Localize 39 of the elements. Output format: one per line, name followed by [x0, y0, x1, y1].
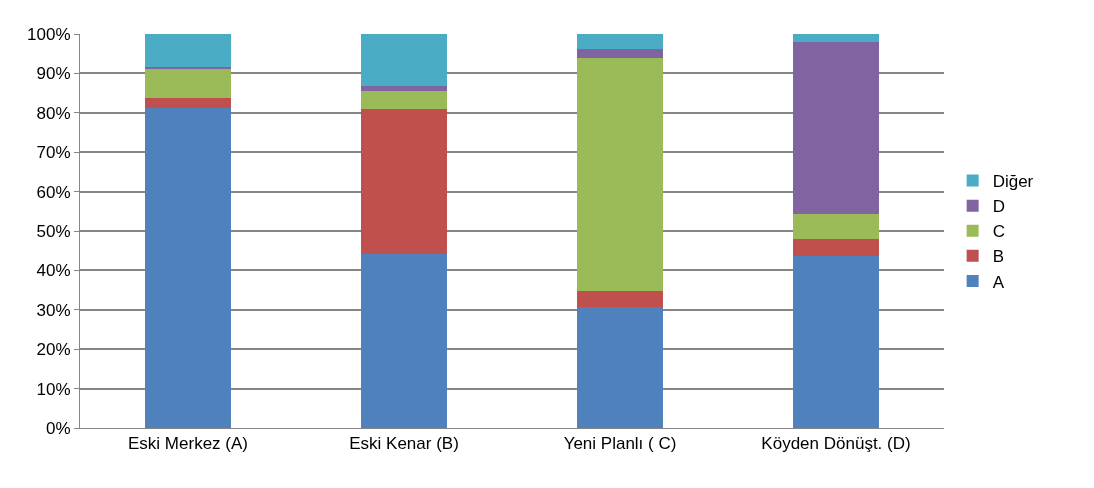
bar — [792, 238, 880, 257]
y-tick-label: 100% — [27, 24, 71, 44]
bar — [360, 34, 448, 86]
x-tick-label: Eski Kenar (B) — [349, 434, 459, 454]
y-tick-label: 20% — [36, 340, 71, 360]
bar — [576, 291, 664, 308]
bar — [576, 307, 664, 428]
y-tick-label: 10% — [36, 379, 71, 399]
legend-label: Diğer — [992, 172, 1034, 192]
y-tick-label: 90% — [36, 64, 71, 84]
x-tick-label: Köyden Dönüşt. (D) — [761, 434, 911, 454]
bar — [360, 91, 448, 109]
y-tick-label: 60% — [36, 182, 71, 202]
y-tick-label: 50% — [36, 221, 71, 241]
bar — [360, 254, 448, 428]
bar — [792, 41, 880, 215]
bar — [144, 97, 232, 109]
legend-label: C — [992, 222, 1005, 242]
y-tick-label: 80% — [36, 103, 71, 123]
legend-label: A — [992, 272, 1005, 292]
legend-label: D — [992, 197, 1005, 217]
bar — [144, 69, 232, 98]
x-tick-label: Yeni Planlı ( C) — [563, 434, 677, 454]
bar — [144, 34, 232, 67]
x-tick-label: Eski Merkez (A) — [128, 434, 248, 454]
y-tick-label: 70% — [36, 143, 71, 163]
y-tick-label: 40% — [36, 261, 71, 281]
bar — [576, 57, 664, 292]
bar — [792, 214, 880, 239]
y-tick-label: 0% — [46, 418, 71, 438]
bar — [576, 34, 664, 50]
bar — [792, 256, 880, 428]
bar — [360, 108, 448, 255]
bar — [792, 34, 880, 42]
y-tick-label: 30% — [36, 300, 71, 320]
bar — [360, 85, 448, 92]
bar — [144, 108, 232, 428]
legend-label: B — [992, 247, 1004, 267]
bar — [576, 49, 664, 58]
